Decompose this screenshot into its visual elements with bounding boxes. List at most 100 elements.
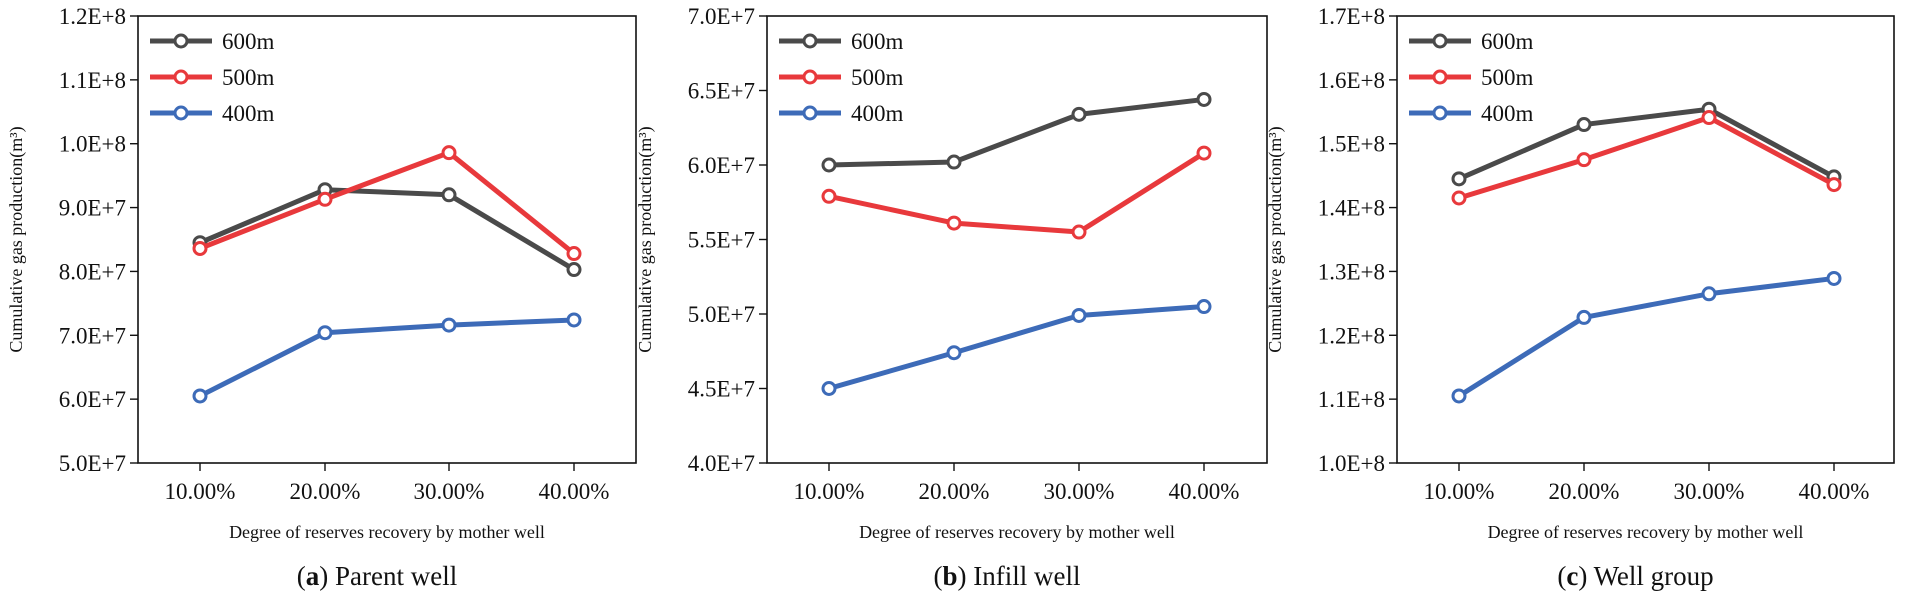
- y-tick-label: 5.0E+7: [688, 302, 755, 327]
- legend-label: 600m: [1481, 29, 1534, 54]
- x-tick-label: 30.00%: [1674, 479, 1745, 504]
- caption-paren-close: ): [319, 561, 335, 591]
- series-line-400m: [828, 304, 1205, 391]
- data-point-500m: [1576, 152, 1592, 168]
- data-point-500m: [566, 246, 582, 262]
- data-point-500m: [192, 240, 208, 256]
- caption-paren-open: (: [1557, 561, 1566, 591]
- caption-paren-close: ): [958, 561, 974, 591]
- x-axis-title: Degree of reserves recovery by mother we…: [859, 522, 1175, 542]
- data-point-500m: [946, 215, 962, 231]
- data-point-600m: [1451, 171, 1467, 187]
- y-tick-label: 1.1E+8: [59, 68, 126, 93]
- legend-label: 500m: [1481, 65, 1534, 90]
- data-point-500m: [821, 188, 837, 204]
- caption-letter: a: [306, 561, 320, 591]
- x-tick-label: 20.00%: [1549, 479, 1620, 504]
- legend-label: 500m: [851, 65, 904, 90]
- y-tick-label: 1.2E+8: [1318, 323, 1385, 348]
- legend-label: 600m: [851, 29, 904, 54]
- data-point-500m: [1196, 145, 1212, 161]
- series-line-600m: [1458, 106, 1836, 182]
- data-point-400m: [566, 312, 582, 328]
- data-point-500m: [441, 145, 457, 161]
- legend-label: 400m: [1481, 101, 1534, 126]
- legend-marker-500m: [173, 69, 189, 85]
- caption-text: Well group: [1594, 561, 1714, 591]
- y-tick-label: 8.0E+7: [59, 259, 126, 284]
- data-point-500m: [1701, 110, 1717, 126]
- y-tick-label: 7.0E+7: [59, 323, 126, 348]
- data-point-400m: [1196, 299, 1212, 315]
- panel-caption: (a) Parent well: [297, 561, 457, 591]
- data-point-600m: [821, 157, 837, 173]
- y-tick-label: 1.1E+8: [1318, 387, 1385, 412]
- x-axis-title: Degree of reserves recovery by mother we…: [1488, 522, 1804, 542]
- y-tick-label: 1.5E+8: [1318, 132, 1385, 157]
- plot-frame: [1396, 15, 1895, 464]
- data-point-500m: [1451, 190, 1467, 206]
- series-line-500m: [828, 150, 1206, 235]
- data-point-400m: [1071, 307, 1087, 323]
- chart-panel-a: 5.0E+7 6.0E+7 7.0E+7 8.0E+7 9.0E+7 1.0E+8 1.1E…: [6, 4, 637, 591]
- caption-text: Parent well: [335, 561, 457, 591]
- legend-label: 600m: [222, 29, 275, 54]
- legend-marker-400m: [173, 105, 189, 121]
- data-point-500m: [1071, 224, 1087, 240]
- y-tick-label: 6.0E+7: [59, 387, 126, 412]
- legend-marker-600m: [1432, 33, 1448, 49]
- x-tick-label: 20.00%: [290, 479, 361, 504]
- series-line-600m: [199, 187, 576, 272]
- y-tick-label: 4.5E+7: [688, 377, 755, 402]
- legend-marker-500m: [802, 69, 818, 85]
- legend-marker-400m: [1432, 105, 1448, 121]
- chart-panel-c: 1.0E+8 1.1E+8 1.2E+8 1.3E+8 1.4E+8 1.5E+8 1.6E…: [1265, 4, 1895, 591]
- series-line-500m: [1458, 115, 1836, 201]
- panel-caption: (c) Well group: [1557, 561, 1713, 591]
- y-tick-label: 5.0E+7: [59, 451, 126, 476]
- legend-label: 500m: [222, 65, 275, 90]
- y-tick-label: 1.4E+8: [1318, 196, 1385, 221]
- legend-marker-600m: [173, 33, 189, 49]
- data-point-500m: [317, 191, 333, 207]
- x-tick-label: 10.00%: [1424, 479, 1495, 504]
- data-point-600m: [566, 262, 582, 278]
- y-tick-label: 1.0E+8: [59, 132, 126, 157]
- x-tick-label: 30.00%: [1044, 479, 1115, 504]
- data-point-500m: [1826, 177, 1842, 193]
- legend-marker-400m: [802, 105, 818, 121]
- legend-label: 400m: [851, 101, 904, 126]
- y-tick-label: 9.0E+7: [59, 196, 126, 221]
- data-point-400m: [1451, 388, 1467, 404]
- y-tick-label: 1.6E+8: [1318, 68, 1385, 93]
- y-axis-title: Cumulative gas production(m³): [6, 126, 27, 352]
- x-tick-label: 20.00%: [919, 479, 990, 504]
- series-line-400m: [1457, 275, 1835, 399]
- y-tick-label: 1.7E+8: [1318, 4, 1385, 29]
- chart-panel-b: 4.0E+7 4.5E+7 5.0E+7 5.5E+7 6.0E+7 6.5E+7 7.0E…: [635, 4, 1268, 591]
- y-tick-label: 1.0E+8: [1318, 451, 1385, 476]
- caption-paren-close: ): [1578, 561, 1593, 591]
- legend-label: 400m: [222, 101, 275, 126]
- x-tick-label: 30.00%: [414, 479, 485, 504]
- y-tick-label: 4.0E+7: [688, 451, 755, 476]
- data-point-400m: [1701, 286, 1717, 302]
- x-axis-title: Degree of reserves recovery by mother we…: [229, 522, 545, 542]
- y-tick-label: 6.5E+7: [688, 79, 755, 104]
- y-tick-label: 1.2E+8: [59, 4, 126, 29]
- data-point-400m: [1576, 309, 1592, 325]
- series-line-500m: [199, 150, 576, 256]
- data-point-600m: [946, 154, 962, 170]
- data-point-600m: [1576, 117, 1592, 133]
- data-point-400m: [441, 317, 457, 333]
- series-line-600m: [828, 96, 1205, 168]
- y-tick-label: 1.3E+8: [1318, 259, 1385, 284]
- data-point-400m: [946, 345, 962, 361]
- data-point-400m: [821, 381, 837, 396]
- legend-marker-600m: [802, 33, 818, 49]
- data-point-600m: [441, 187, 457, 203]
- data-point-400m: [317, 325, 333, 341]
- data-point-400m: [1826, 270, 1842, 286]
- y-tick-label: 7.0E+7: [688, 4, 755, 29]
